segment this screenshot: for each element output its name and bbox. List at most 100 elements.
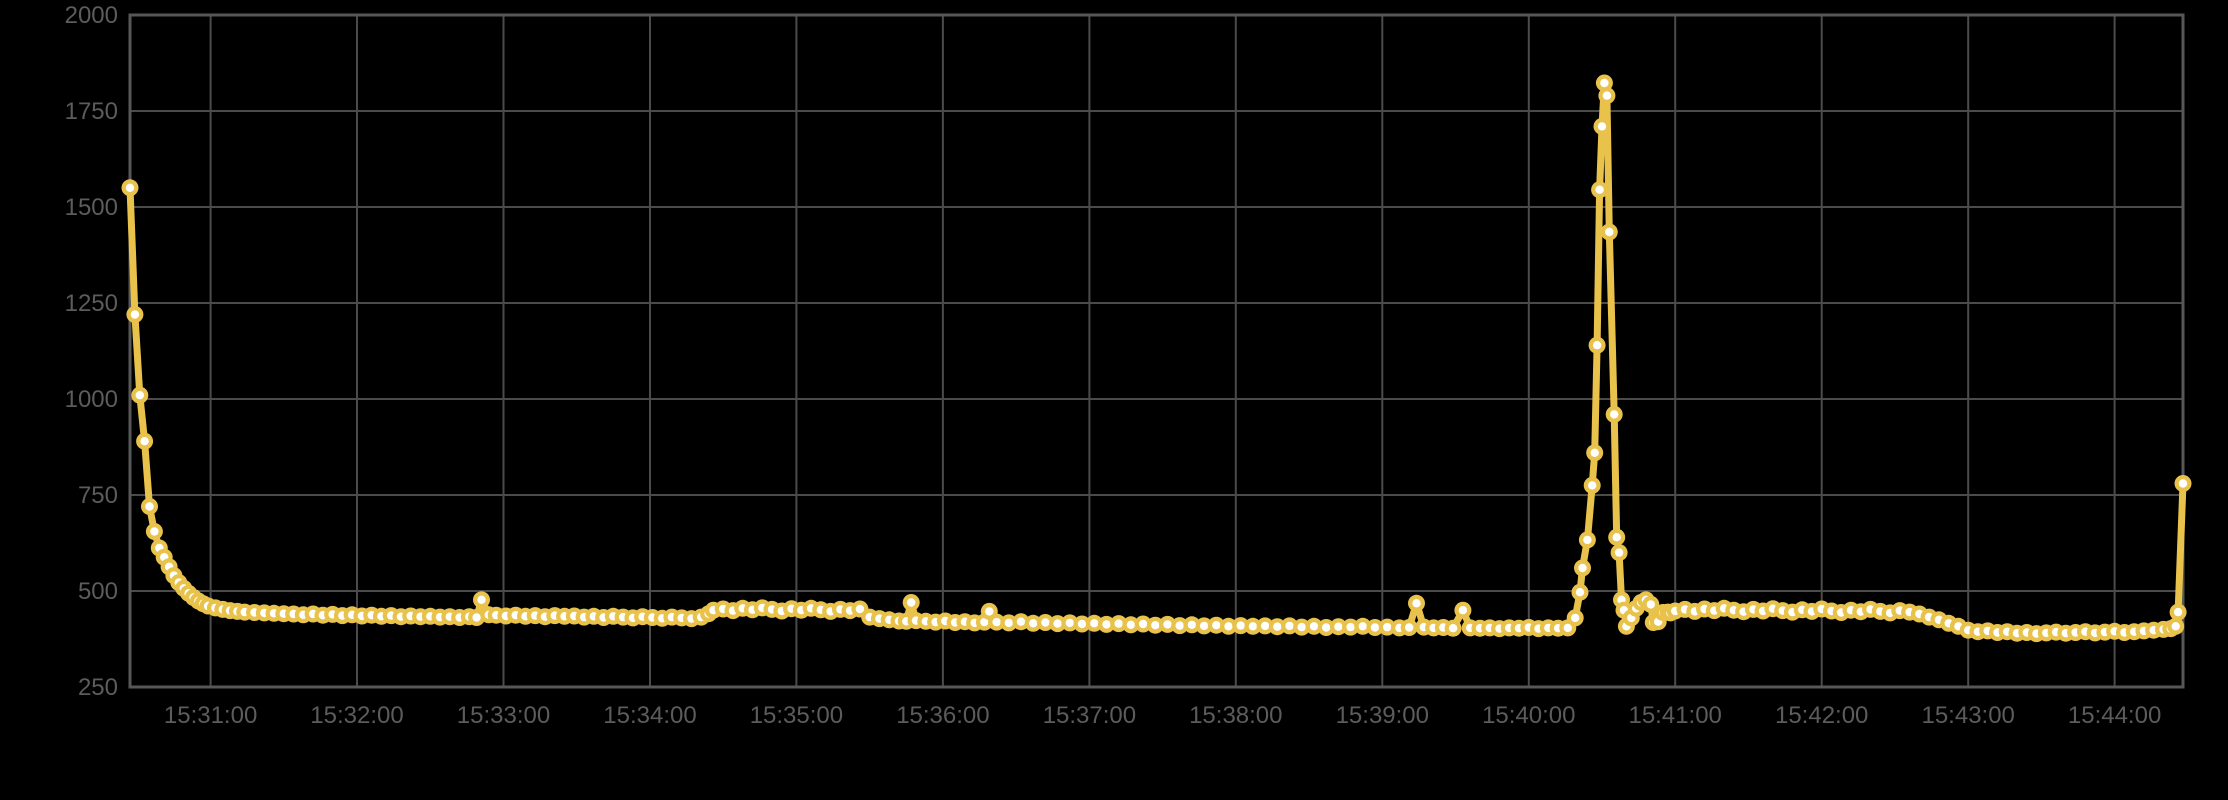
data-point-core [1199,621,1209,631]
data-point-core [1458,606,1468,615]
horizontal-gridlines [130,110,2183,592]
x-axis-label-15:31:00: 15:31:00 [164,702,257,729]
data-point-core [980,617,989,627]
data-point-core [140,437,149,446]
data-point-core [1053,619,1062,628]
data-point-core [1138,619,1148,629]
data-point-core [1583,535,1592,545]
data-point-core [1163,620,1172,629]
data-point-core [1175,621,1184,630]
data-point-core [125,183,135,192]
data-point-core [1334,622,1343,631]
data-point-core [1346,622,1355,632]
data-point-core [1090,619,1099,628]
data-point-core [1126,620,1136,629]
x-axis-label-15:39:00: 15:39:00 [1336,702,1429,729]
y-axis-label-250: 250 [78,674,118,701]
data-point-core [1297,622,1306,632]
data-point-core [1448,624,1458,633]
y-axis-label-500: 500 [78,578,118,605]
x-axis-label-15:33:00: 15:33:00 [457,702,550,729]
data-point-core [1285,621,1294,631]
series-line[interactable] [126,79,2187,638]
data-point-core [1077,619,1087,629]
data-point-core [1383,622,1392,632]
y-axis-label-1750: 1750 [65,98,118,125]
data-point-core [1612,533,1621,542]
data-point-core [1605,227,1614,237]
data-point-core [1590,448,1599,457]
x-axis-label-15:35:00: 15:35:00 [750,702,843,729]
data-point-core [1102,620,1111,629]
vertical-gridlines [209,15,2116,687]
data-point-core [1370,623,1380,632]
x-axis-label-15:41:00: 15:41:00 [1628,702,1721,729]
data-point-core [1578,563,1587,573]
x-axis-label-15:34:00: 15:34:00 [603,702,696,729]
data-point-core [1602,91,1612,100]
data-point-core [1614,548,1624,557]
data-point-core [1151,621,1160,630]
x-axis-labels: 15:31:00 15:32:00 15:33:00 15:34:00 15:35:00… [164,702,2161,729]
data-point-core [1004,618,1013,628]
y-axis-label-1000: 1000 [65,386,118,413]
data-point-core [1273,622,1282,631]
y-axis-label-2000: 2000 [65,2,118,29]
data-point-core [1187,620,1197,629]
data-point-core [1610,410,1619,419]
data-point-core [1592,341,1602,350]
data-point-core [472,613,481,622]
x-axis-label-15:43:00: 15:43:00 [1921,702,2014,729]
x-axis-label-15:44:00: 15:44:00 [2068,702,2161,729]
data-point-core [1322,623,1331,632]
data-point-core [1248,622,1258,631]
data-point-core [1588,481,1597,490]
data-point-core [2178,479,2188,488]
x-axis-label-15:36:00: 15:36:00 [896,702,989,729]
data-point-core [1309,622,1319,631]
data-point-core [1212,621,1221,630]
x-axis-label-15:40:00: 15:40:00 [1482,702,1575,729]
data-point-core [1358,622,1368,631]
data-point-core [1412,599,1421,608]
data-point-core [907,598,916,607]
data-point-core [1405,623,1414,632]
data-point-core [2173,607,2183,617]
data-point-core [1571,613,1580,623]
x-axis-label-15:32:00: 15:32:00 [310,702,403,729]
data-point-core [1600,78,1609,88]
data-point-core [477,595,486,604]
data-point-core [1016,617,1026,626]
data-point-core [145,502,154,511]
y-axis-label-1250: 1250 [65,290,118,317]
data-point-core [150,527,159,536]
data-point-core [1041,618,1050,627]
y-axis-label-1500: 1500 [65,194,118,221]
data-point-core [1114,619,1123,628]
data-point-core [135,391,144,400]
plot-area[interactable] [128,13,2185,689]
data-point-core [1563,623,1573,633]
data-point-core [985,607,994,616]
data-point-core [992,617,1001,627]
x-axis-label-15:42:00: 15:42:00 [1775,702,1868,729]
x-axis-label-15:38:00: 15:38:00 [1189,702,1282,729]
data-point-core [1260,621,1270,631]
data-point-core [1236,621,1245,630]
data-point-core [1029,619,1038,628]
data-point-core [1065,618,1075,628]
data-point-core [855,604,865,614]
data-point-core [1224,622,1233,631]
data-point-core [2171,622,2180,631]
series-markers [121,74,2192,643]
data-point-core [1595,185,1604,194]
data-point-core [1575,588,1585,597]
x-axis-label-15:37:00: 15:37:00 [1043,702,1136,729]
data-point-core [1597,122,1607,131]
y-axis-labels: 250 500 750 1000 1250 1500 1750 2000 [65,2,118,701]
y-axis-label-750: 750 [78,482,118,509]
data-point-core [1646,600,1656,609]
data-point-core [130,310,140,319]
